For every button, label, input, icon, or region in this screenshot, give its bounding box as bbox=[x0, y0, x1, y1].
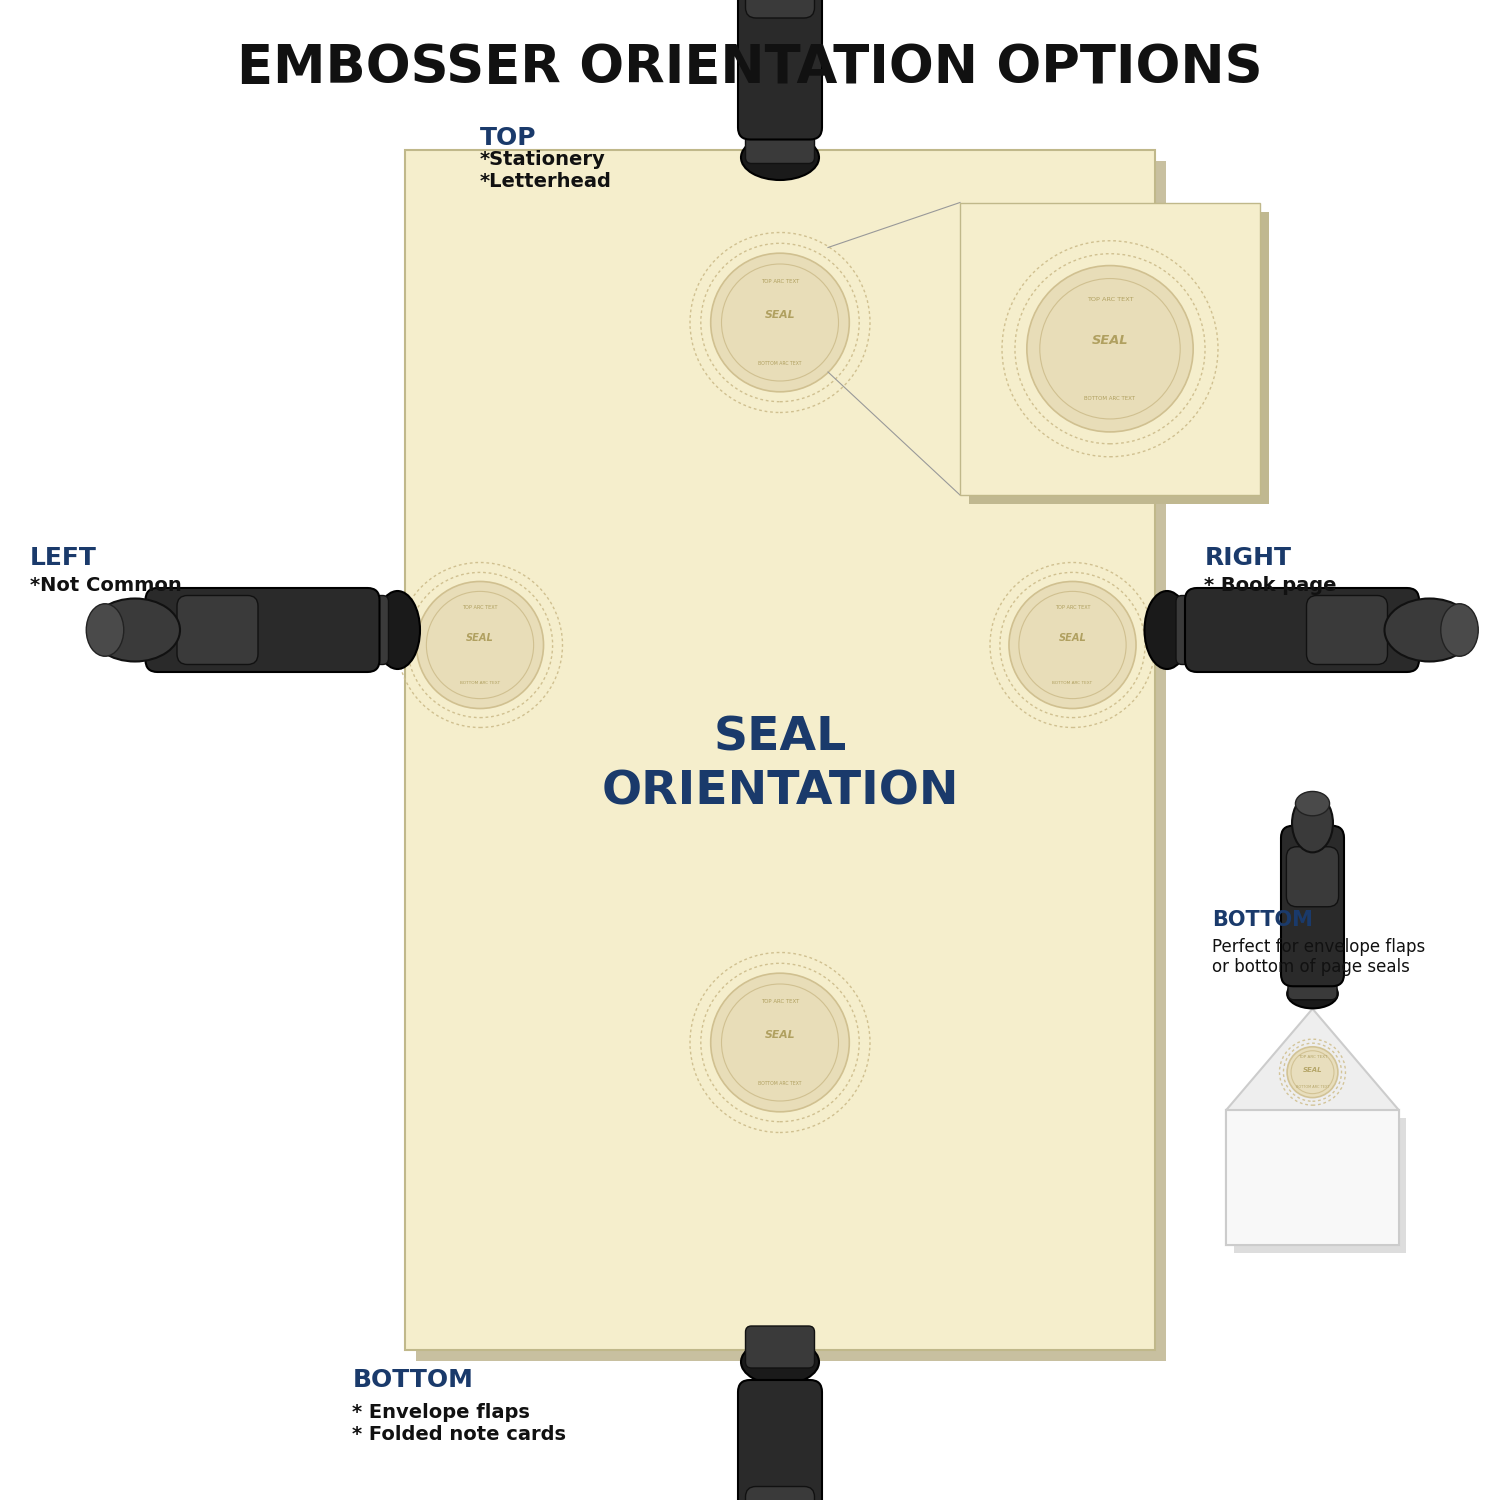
Text: TOP ARC TEXT: TOP ARC TEXT bbox=[462, 604, 498, 609]
Ellipse shape bbox=[1442, 604, 1479, 657]
Text: TOP: TOP bbox=[480, 126, 537, 150]
FancyBboxPatch shape bbox=[738, 0, 822, 140]
Text: RIGHT: RIGHT bbox=[1204, 546, 1292, 570]
FancyBboxPatch shape bbox=[1233, 1118, 1407, 1252]
FancyBboxPatch shape bbox=[405, 150, 1155, 1350]
Text: SEAL: SEAL bbox=[1092, 333, 1128, 346]
FancyBboxPatch shape bbox=[1227, 1110, 1398, 1245]
FancyBboxPatch shape bbox=[1176, 596, 1218, 664]
FancyBboxPatch shape bbox=[746, 1486, 814, 1500]
Polygon shape bbox=[1227, 1008, 1398, 1110]
FancyBboxPatch shape bbox=[1306, 596, 1388, 664]
Text: Perfect for envelope flaps
or bottom of page seals: Perfect for envelope flaps or bottom of … bbox=[1212, 938, 1425, 976]
Ellipse shape bbox=[1384, 598, 1474, 662]
FancyBboxPatch shape bbox=[416, 160, 1166, 1360]
Ellipse shape bbox=[1292, 794, 1334, 852]
FancyBboxPatch shape bbox=[1287, 846, 1338, 906]
Ellipse shape bbox=[1287, 980, 1338, 1008]
Text: BOTTOM ARC TEXT: BOTTOM ARC TEXT bbox=[460, 681, 500, 686]
FancyBboxPatch shape bbox=[146, 588, 380, 672]
FancyBboxPatch shape bbox=[177, 596, 258, 664]
Text: BOTTOM ARC TEXT: BOTTOM ARC TEXT bbox=[1296, 1086, 1329, 1089]
FancyBboxPatch shape bbox=[346, 596, 388, 664]
Ellipse shape bbox=[741, 135, 819, 180]
Circle shape bbox=[417, 582, 543, 708]
Text: BOTTOM ARC TEXT: BOTTOM ARC TEXT bbox=[758, 1082, 801, 1086]
Circle shape bbox=[1010, 582, 1136, 708]
FancyBboxPatch shape bbox=[960, 202, 1260, 495]
Circle shape bbox=[1287, 1047, 1338, 1098]
Text: SEAL: SEAL bbox=[1059, 633, 1086, 644]
Text: TOP ARC TEXT: TOP ARC TEXT bbox=[1298, 1054, 1328, 1059]
Text: * Book page: * Book page bbox=[1204, 576, 1336, 596]
FancyBboxPatch shape bbox=[746, 0, 814, 18]
Text: SEAL: SEAL bbox=[765, 1030, 795, 1041]
Text: SEAL: SEAL bbox=[466, 633, 494, 644]
FancyBboxPatch shape bbox=[738, 1380, 822, 1500]
Text: TOP ARC TEXT: TOP ARC TEXT bbox=[1086, 297, 1134, 302]
Text: SEAL: SEAL bbox=[765, 310, 795, 321]
Text: BOTTOM ARC TEXT: BOTTOM ARC TEXT bbox=[1084, 396, 1136, 400]
FancyBboxPatch shape bbox=[1281, 825, 1344, 987]
FancyBboxPatch shape bbox=[969, 211, 1269, 504]
FancyBboxPatch shape bbox=[1288, 969, 1336, 1000]
FancyBboxPatch shape bbox=[1185, 588, 1419, 672]
Ellipse shape bbox=[1296, 792, 1329, 816]
Text: BOTTOM ARC TEXT: BOTTOM ARC TEXT bbox=[758, 362, 801, 366]
Ellipse shape bbox=[375, 591, 420, 669]
Text: TOP ARC TEXT: TOP ARC TEXT bbox=[760, 999, 800, 1004]
Text: BOTTOM ARC TEXT: BOTTOM ARC TEXT bbox=[1053, 681, 1092, 686]
Ellipse shape bbox=[741, 1340, 819, 1384]
Text: EMBOSSER ORIENTATION OPTIONS: EMBOSSER ORIENTATION OPTIONS bbox=[237, 42, 1263, 93]
Circle shape bbox=[711, 254, 849, 392]
Ellipse shape bbox=[1144, 591, 1190, 669]
Text: SEAL
ORIENTATION: SEAL ORIENTATION bbox=[602, 716, 958, 815]
Circle shape bbox=[711, 974, 849, 1112]
Text: *Stationery
*Letterhead: *Stationery *Letterhead bbox=[480, 150, 612, 190]
Text: LEFT: LEFT bbox=[30, 546, 98, 570]
FancyBboxPatch shape bbox=[746, 122, 814, 164]
Text: * Envelope flaps
* Folded note cards: * Envelope flaps * Folded note cards bbox=[352, 1402, 567, 1443]
Ellipse shape bbox=[90, 598, 180, 662]
Text: BOTTOM: BOTTOM bbox=[1212, 910, 1312, 930]
FancyBboxPatch shape bbox=[746, 1326, 814, 1368]
Text: TOP ARC TEXT: TOP ARC TEXT bbox=[1054, 604, 1090, 609]
Text: *Not Common: *Not Common bbox=[30, 576, 182, 596]
Text: TOP ARC TEXT: TOP ARC TEXT bbox=[760, 279, 800, 284]
Text: BOTTOM: BOTTOM bbox=[352, 1368, 474, 1392]
Text: SEAL: SEAL bbox=[1302, 1066, 1323, 1072]
Ellipse shape bbox=[87, 604, 124, 657]
Circle shape bbox=[1028, 266, 1192, 432]
